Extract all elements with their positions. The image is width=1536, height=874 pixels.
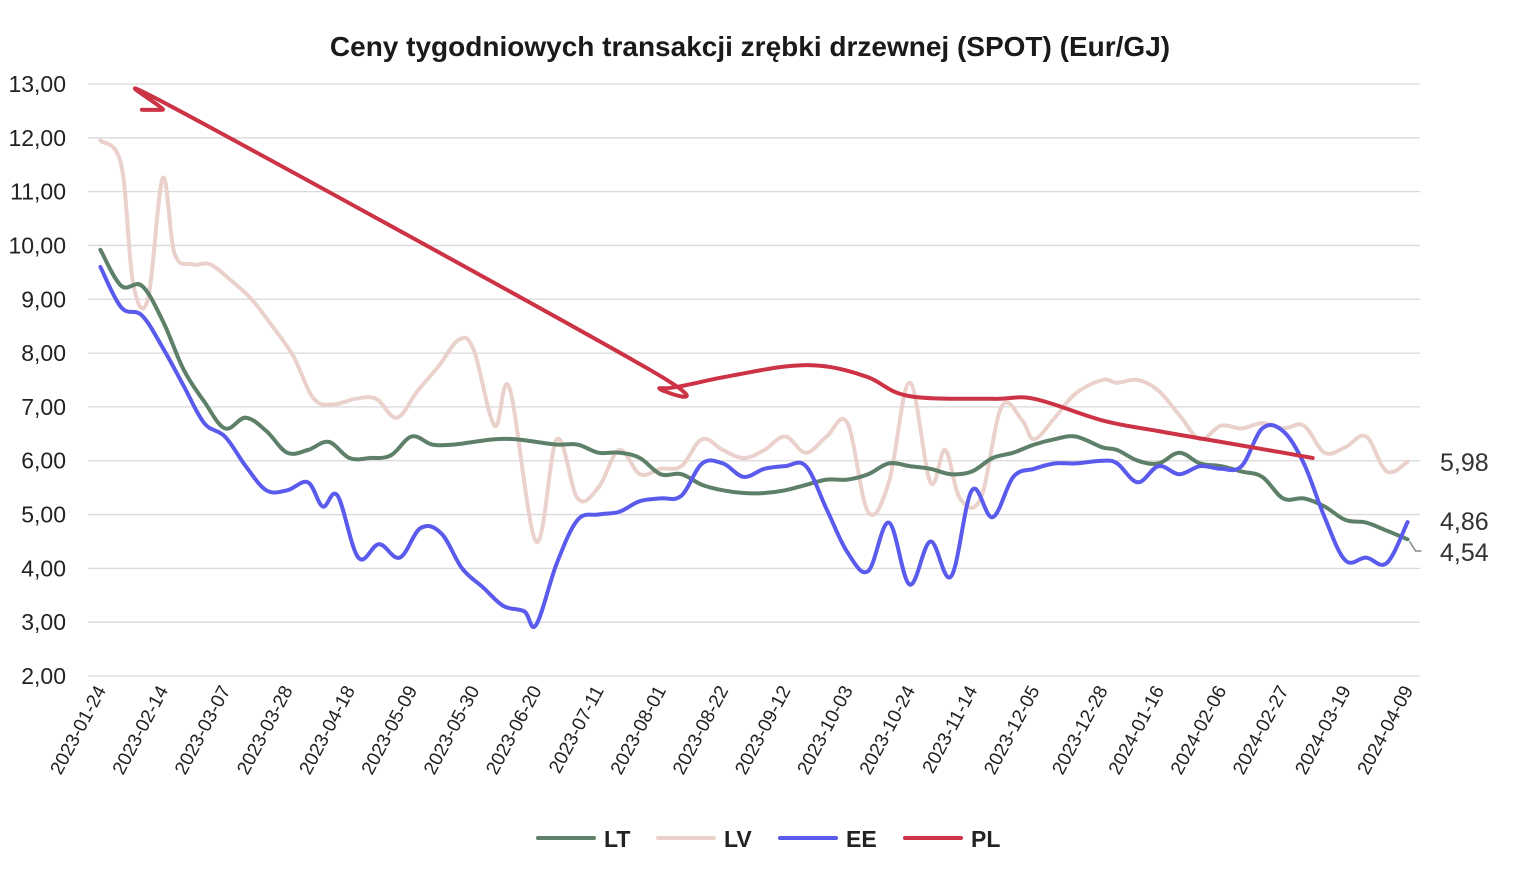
end-label-lv: 5,98 xyxy=(1440,449,1489,477)
x-tick-label: 2023-10-24 xyxy=(856,682,920,778)
y-tick-label: 3,00 xyxy=(21,609,66,635)
series-line-ee xyxy=(98,265,1410,629)
x-tick-label: 2023-03-07 xyxy=(171,682,235,778)
x-tick-label: 2024-02-06 xyxy=(1167,682,1231,778)
chart-title: Ceny tygodniowych transakcji zrębki drze… xyxy=(330,31,1170,62)
x-tick-label: 2023-07-11 xyxy=(545,682,609,776)
y-tick-label: 12,00 xyxy=(8,125,66,151)
y-axis: 2,00 3,00 4,00 5,00 6,00 7,00 8,00 9,00 10,00 11,… xyxy=(8,71,66,689)
y-tick-label: 9,00 xyxy=(21,286,66,312)
series-line-lv xyxy=(98,138,1410,544)
x-tick-label: 2023-11-14 xyxy=(919,682,983,777)
x-tick-label: 2023-05-09 xyxy=(358,682,422,778)
x-tick-label: 2023-06-20 xyxy=(482,682,546,778)
x-tick-label: 2023-03-28 xyxy=(233,682,297,778)
end-labels: 5,98 4,86 4,54 xyxy=(1408,449,1489,567)
x-tick-label: 2023-10-03 xyxy=(794,682,858,778)
y-tick-label: 13,00 xyxy=(8,71,66,97)
y-tick-label: 10,00 xyxy=(8,232,66,258)
series-group xyxy=(98,86,1410,629)
y-tick-label: 5,00 xyxy=(21,502,66,528)
x-tick-label: 2023-08-22 xyxy=(669,682,733,778)
x-tick-label: 2023-12-05 xyxy=(980,682,1044,778)
end-label-ee: 4,86 xyxy=(1440,508,1489,536)
legend-label-lv: LV xyxy=(724,826,752,852)
x-tick-label: 2023-04-18 xyxy=(296,682,360,778)
y-tick-label: 11,00 xyxy=(10,179,66,205)
end-label-lt: 4,54 xyxy=(1440,539,1489,567)
y-tick-label: 8,00 xyxy=(21,340,66,366)
x-tick-label: 2023-09-12 xyxy=(731,682,795,778)
x-tick-label: 2023-01-24 xyxy=(47,682,111,778)
gridlines xyxy=(88,83,1420,677)
x-tick-label: 2023-05-30 xyxy=(420,682,484,778)
y-tick-label: 4,00 xyxy=(21,555,66,581)
series-line-pl xyxy=(132,86,1315,460)
x-tick-label: 2024-02-27 xyxy=(1229,682,1293,778)
x-tick-label: 2023-12-28 xyxy=(1049,682,1113,778)
x-tick-label: 2023-02-14 xyxy=(109,682,173,778)
legend-label-lt: LT xyxy=(604,826,630,852)
end-label-leader xyxy=(1408,540,1422,552)
x-tick-label: 2024-01-16 xyxy=(1105,682,1169,778)
x-tick-label: 2024-04-09 xyxy=(1354,682,1418,778)
y-tick-label: 7,00 xyxy=(21,394,66,420)
legend: LT LV EE PL xyxy=(536,826,1000,852)
x-tick-label: 2023-08-01 xyxy=(607,682,671,778)
legend-label-ee: EE xyxy=(846,826,877,852)
y-tick-label: 2,00 xyxy=(21,663,66,689)
legend-label-pl: PL xyxy=(971,826,1000,852)
y-tick-label: 6,00 xyxy=(21,448,66,474)
x-axis: 2023-01-242023-02-142023-03-072023-03-28… xyxy=(47,682,1418,778)
x-tick-label: 2024-03-19 xyxy=(1292,682,1356,778)
series-line-lt xyxy=(98,247,1410,542)
